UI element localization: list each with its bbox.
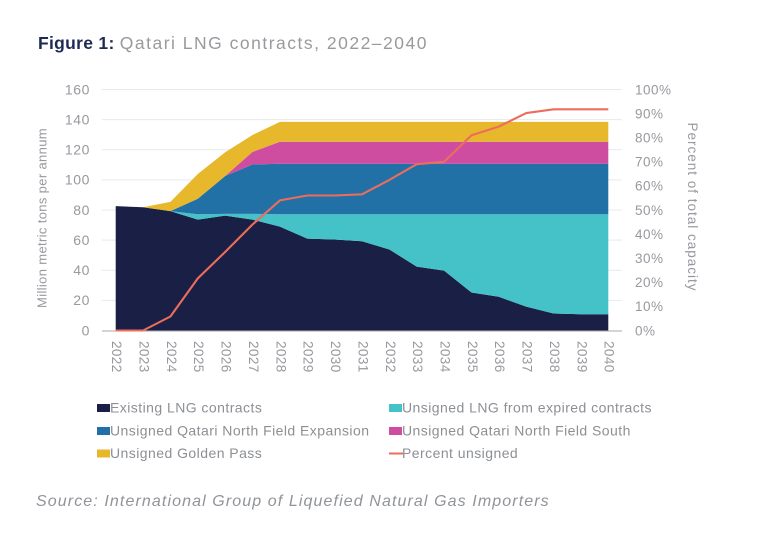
svg-text:2033: 2033	[410, 341, 425, 373]
svg-text:Unsigned Golden Pass: Unsigned Golden Pass	[110, 445, 262, 461]
svg-text:20: 20	[73, 292, 90, 308]
svg-text:60%: 60%	[635, 179, 664, 194]
svg-text:2024: 2024	[164, 341, 179, 373]
svg-text:40: 40	[73, 262, 90, 278]
svg-text:2028: 2028	[273, 341, 288, 373]
svg-text:2031: 2031	[355, 341, 370, 373]
svg-text:30%: 30%	[635, 251, 664, 266]
svg-text:0: 0	[82, 322, 90, 338]
svg-text:2023: 2023	[137, 341, 152, 373]
svg-text:20%: 20%	[635, 275, 664, 290]
svg-text:2037: 2037	[520, 341, 535, 373]
svg-text:2036: 2036	[492, 341, 507, 373]
svg-text:Unsigned Qatari North Field Ex: Unsigned Qatari North Field Expansion	[110, 423, 369, 439]
svg-text:2035: 2035	[465, 341, 480, 373]
svg-text:2040: 2040	[602, 341, 617, 373]
svg-text:2025: 2025	[191, 341, 206, 373]
svg-text:2030: 2030	[328, 341, 343, 373]
svg-text:60: 60	[73, 232, 90, 248]
svg-text:140: 140	[65, 111, 90, 127]
svg-text:2039: 2039	[574, 341, 589, 373]
svg-text:2034: 2034	[438, 341, 453, 373]
svg-text:120: 120	[65, 142, 90, 158]
svg-text:Million metric tons per annum: Million metric tons per annum	[35, 128, 50, 308]
svg-text:70%: 70%	[635, 155, 664, 170]
svg-text:40%: 40%	[635, 227, 664, 242]
svg-text:2032: 2032	[383, 341, 398, 373]
svg-text:2038: 2038	[547, 341, 562, 373]
svg-text:Unsigned LNG from expired cont: Unsigned LNG from expired contracts	[402, 400, 652, 416]
svg-text:10%: 10%	[635, 299, 664, 314]
svg-text:100%: 100%	[635, 82, 672, 97]
svg-text:0%: 0%	[635, 323, 656, 338]
svg-text:2027: 2027	[246, 341, 261, 373]
svg-text:100: 100	[65, 172, 90, 188]
svg-text:2022: 2022	[109, 341, 124, 373]
svg-text:2026: 2026	[219, 341, 234, 373]
svg-text:Unsigned Qatari North Field So: Unsigned Qatari North Field South	[402, 423, 631, 439]
svg-text:Percent unsigned: Percent unsigned	[402, 445, 518, 461]
svg-text:Percent of total capacity: Percent of total capacity	[685, 122, 700, 291]
svg-text:Existing LNG contracts: Existing LNG contracts	[110, 400, 262, 416]
svg-text:160: 160	[65, 81, 90, 97]
svg-text:80%: 80%	[635, 131, 664, 146]
svg-text:50%: 50%	[635, 203, 664, 218]
svg-text:80: 80	[73, 202, 90, 218]
svg-text:2029: 2029	[301, 341, 316, 373]
svg-text:90%: 90%	[635, 106, 664, 121]
